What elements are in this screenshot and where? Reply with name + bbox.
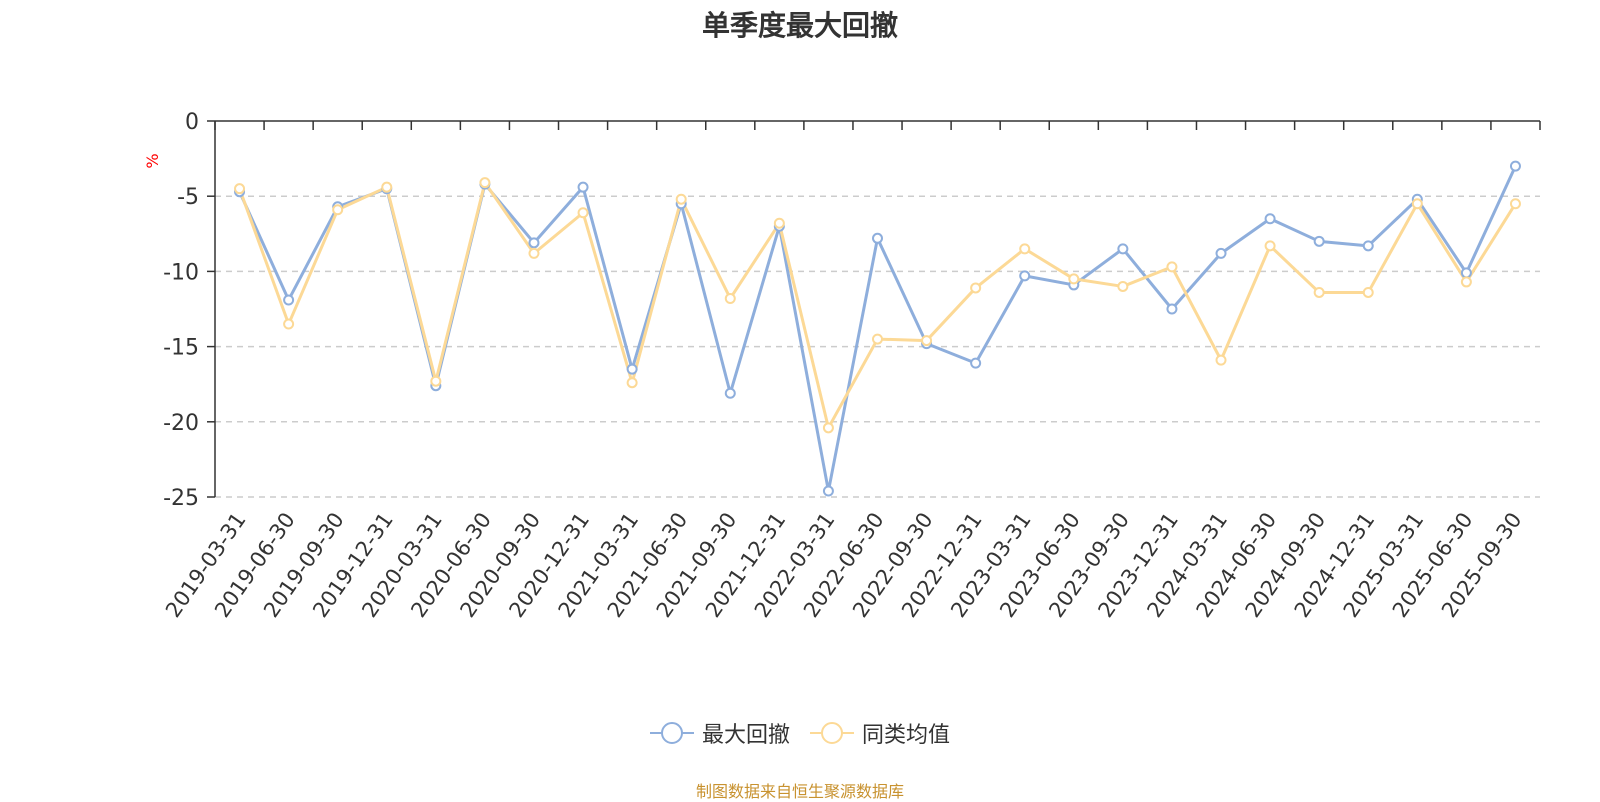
legend-item-max-drawdown[interactable]: 最大回撤 xyxy=(649,717,790,749)
series-point-0[interactable] xyxy=(724,387,736,399)
data-source-note: 制图数据来自恒生聚源数据库 xyxy=(695,782,904,801)
series-point-1[interactable] xyxy=(921,335,933,347)
legend-label-peer-average: 同类均值 xyxy=(862,723,951,748)
series-point-0[interactable] xyxy=(970,357,982,369)
grid-lines xyxy=(215,195,1540,498)
series-point-1[interactable] xyxy=(724,292,736,304)
chart-title: 单季度最大回撤 xyxy=(701,9,898,42)
y-tick-label: 0 xyxy=(185,110,199,135)
series-point-0[interactable] xyxy=(1215,247,1227,259)
y-axis-label: % xyxy=(143,153,162,168)
series-point-0[interactable] xyxy=(528,237,540,249)
series-point-1[interactable] xyxy=(234,183,246,195)
axes: 0-5-10-15-20-25%2019-03-312019-06-302019… xyxy=(143,110,1541,622)
y-tick-label: -15 xyxy=(163,336,199,361)
series-point-1[interactable] xyxy=(1215,354,1227,366)
series-point-0[interactable] xyxy=(822,485,834,497)
series-point-1[interactable] xyxy=(822,422,834,434)
series-point-1[interactable] xyxy=(626,377,638,389)
y-tick-label: -25 xyxy=(163,486,199,511)
series-line-0 xyxy=(238,165,1517,493)
series-point-0[interactable] xyxy=(1264,213,1276,225)
series-point-1[interactable] xyxy=(675,193,687,205)
y-tick-label: -20 xyxy=(163,411,199,436)
series-point-1[interactable] xyxy=(1068,273,1080,285)
series-point-1[interactable] xyxy=(430,375,442,387)
series-point-0[interactable] xyxy=(1313,235,1325,247)
legend-marker-peer-average xyxy=(810,722,854,744)
series-point-0[interactable] xyxy=(1166,303,1178,315)
legend: 最大回撤 同类均值 xyxy=(0,717,1600,749)
series-point-1[interactable] xyxy=(1509,198,1521,210)
legend-item-peer-average[interactable]: 同类均值 xyxy=(810,717,950,749)
series-point-0[interactable] xyxy=(1117,243,1129,255)
series-point-1[interactable] xyxy=(528,247,540,259)
series-point-1[interactable] xyxy=(577,207,589,219)
series-point-1[interactable] xyxy=(773,217,785,229)
series-point-1[interactable] xyxy=(970,282,982,294)
legend-marker-max-drawdown xyxy=(649,722,694,744)
series-point-1[interactable] xyxy=(1166,261,1178,273)
series-point-1[interactable] xyxy=(1264,240,1276,252)
series-point-1[interactable] xyxy=(1362,286,1374,298)
legend-label-max-drawdown: 最大回撤 xyxy=(701,723,790,748)
series-point-1[interactable] xyxy=(332,204,344,216)
series-point-0[interactable] xyxy=(626,363,638,375)
series-point-0[interactable] xyxy=(1509,160,1521,172)
series-point-1[interactable] xyxy=(872,333,883,345)
series-point-0[interactable] xyxy=(872,232,883,244)
series-point-0[interactable] xyxy=(1460,267,1472,279)
series-point-1[interactable] xyxy=(1460,276,1472,288)
series-point-1[interactable] xyxy=(1117,280,1129,292)
series-line-1 xyxy=(238,181,1517,430)
series xyxy=(234,160,1521,497)
y-tick-label: -5 xyxy=(177,185,199,210)
series-point-0[interactable] xyxy=(1019,270,1031,282)
series-point-1[interactable] xyxy=(479,177,491,189)
series-point-1[interactable] xyxy=(1313,286,1325,298)
series-point-1[interactable] xyxy=(1019,243,1031,255)
series-point-0[interactable] xyxy=(283,294,295,306)
series-point-0[interactable] xyxy=(1362,240,1374,252)
series-point-0[interactable] xyxy=(577,181,589,193)
series-point-1[interactable] xyxy=(1411,198,1423,210)
series-point-1[interactable] xyxy=(283,318,295,330)
y-tick-label: -10 xyxy=(163,260,199,285)
series-point-1[interactable] xyxy=(381,181,393,193)
